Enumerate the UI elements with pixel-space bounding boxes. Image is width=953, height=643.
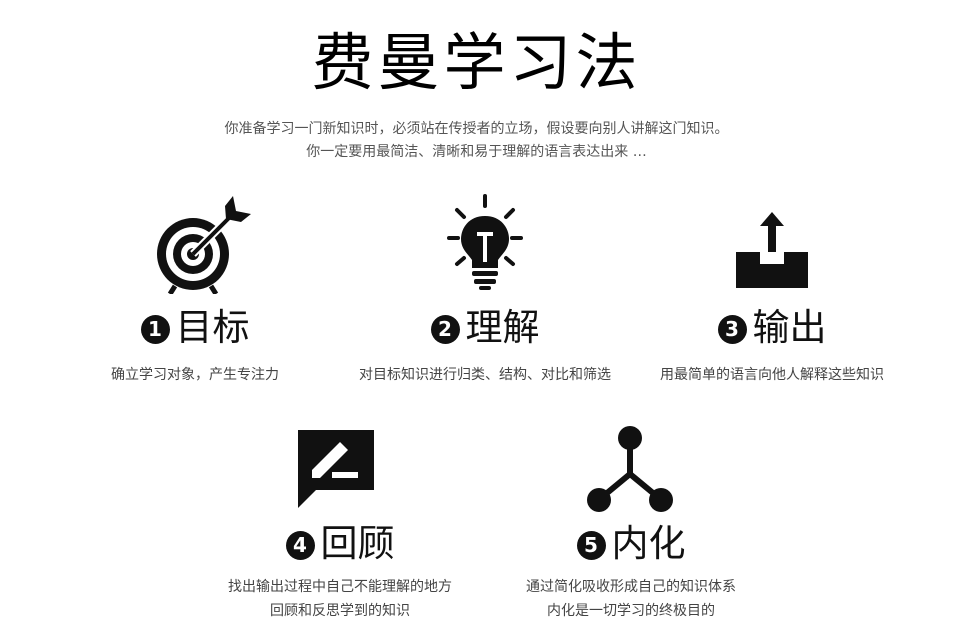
- step-title: 内化: [611, 522, 686, 565]
- step-description: 用最简单的语言向他人解释这些知识: [660, 367, 884, 383]
- intro-line-2: 你一定要用最简洁、清晰和易于理解的语言表达出来 …: [306, 144, 647, 160]
- step-number-badge: 4: [285, 531, 315, 560]
- step-description: 对目标知识进行归类、结构、对比和筛选: [359, 367, 611, 383]
- step-internalize-heading: 5 内化: [481, 522, 781, 566]
- step-title: 回顾: [320, 522, 395, 565]
- step-understand-heading: 2 理解: [335, 306, 635, 350]
- step-review-heading: 4 回顾: [190, 522, 490, 566]
- step-number-badge: 1: [140, 315, 170, 344]
- network-nodes-icon: [585, 424, 675, 516]
- step-understand: 2 理解 对目标知识进行归类、结构、对比和筛选: [335, 190, 635, 400]
- step-output-heading: 3 输出: [622, 306, 922, 350]
- edit-comment-icon: [294, 426, 378, 510]
- step-description: 找出输出过程中自己不能理解的地方: [228, 579, 452, 595]
- step-internalize: 5 内化 通过简化吸收形成自己的知识体系 内化是一切学习的终极目的: [481, 422, 781, 634]
- step-title: 输出: [752, 306, 827, 349]
- step-description: 确立学习对象，产生专注力: [111, 367, 279, 383]
- step-title: 理解: [465, 306, 540, 349]
- step-description: 回顾和反思学到的知识: [270, 603, 410, 619]
- output-tray-icon: [734, 210, 810, 290]
- step-output: 3 输出 用最简单的语言向他人解释这些知识: [622, 190, 922, 400]
- target-icon: [153, 194, 253, 294]
- step-goal: 1 目标 确立学习对象，产生专注力: [45, 190, 345, 400]
- step-review: 4 回顾 找出输出过程中自己不能理解的地方 回顾和反思学到的知识: [190, 422, 490, 634]
- step-number-badge: 2: [430, 315, 460, 344]
- lightbulb-icon: [445, 194, 525, 294]
- page-title: 费曼学习法: [311, 26, 642, 99]
- step-goal-heading: 1 目标: [45, 306, 345, 350]
- intro-line-1: 你准备学习一门新知识时，必须站在传授者的立场，假设要向别人讲解这门知识。: [224, 121, 729, 137]
- step-number-badge: 5: [576, 531, 606, 560]
- step-description: 内化是一切学习的终极目的: [547, 603, 715, 619]
- step-number-badge: 3: [717, 315, 747, 344]
- step-title: 目标: [175, 306, 250, 349]
- step-description: 通过简化吸收形成自己的知识体系: [526, 579, 736, 595]
